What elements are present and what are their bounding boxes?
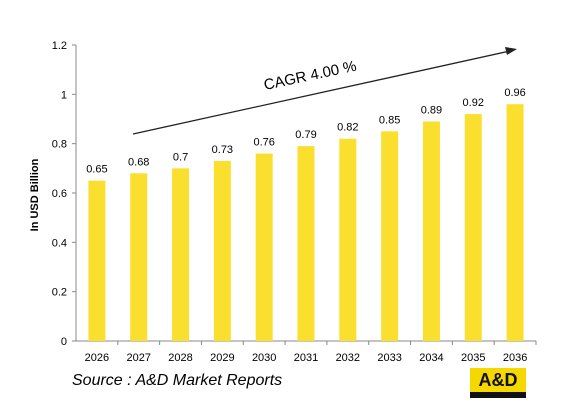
bar-2026 bbox=[88, 180, 106, 341]
bar-2034 bbox=[422, 121, 440, 341]
x-tick-label: 2026 bbox=[85, 352, 109, 364]
x-tick-label: 2027 bbox=[126, 352, 150, 364]
source-caption: Source : A&D Market Reports bbox=[72, 372, 283, 389]
data-label-2032: 0.82 bbox=[337, 122, 358, 134]
bar-2032 bbox=[339, 138, 357, 341]
data-label-2027: 0.68 bbox=[128, 156, 149, 168]
bar-2036 bbox=[506, 104, 524, 341]
y-axis: 0 0.2 0.4 0.6 0.8 1 1.2 bbox=[52, 40, 77, 348]
data-label-2035: 0.92 bbox=[463, 97, 484, 109]
x-tick-label: 2036 bbox=[503, 352, 527, 364]
data-label-2034: 0.89 bbox=[421, 104, 442, 116]
bar-2029 bbox=[213, 160, 231, 341]
cagr-annotation: CAGR 4.00 % bbox=[132, 47, 517, 135]
bar-2027 bbox=[130, 173, 148, 341]
y-tick-label: 1 bbox=[61, 89, 67, 101]
y-tick-label: 0.6 bbox=[52, 188, 67, 200]
x-tick-label: 2032 bbox=[336, 352, 360, 364]
x-tick-label: 2033 bbox=[377, 352, 401, 364]
x-tick-label: 2030 bbox=[252, 352, 276, 364]
y-tick-label: 1.2 bbox=[52, 40, 67, 52]
data-label-2026: 0.65 bbox=[86, 164, 107, 176]
x-tick-label: 2035 bbox=[461, 352, 485, 364]
data-label-2029: 0.73 bbox=[212, 144, 233, 156]
cagr-arrow-head bbox=[505, 47, 517, 55]
data-label-2030: 0.76 bbox=[253, 137, 274, 149]
logo-underline bbox=[470, 392, 526, 398]
bar-2031 bbox=[297, 146, 315, 341]
cagr-arrow-line bbox=[132, 50, 511, 135]
data-labels: 0.65 0.68 0.7 0.73 0.76 0.79 0.82 0.85 0.89 0.92 0… bbox=[86, 87, 526, 175]
brand-logo: A&D bbox=[470, 368, 526, 392]
bar-2035 bbox=[464, 114, 482, 341]
bar-2030 bbox=[255, 153, 273, 341]
y-axis-title: In USD Billion bbox=[29, 158, 41, 231]
data-label-2036: 0.96 bbox=[504, 87, 525, 99]
data-label-2033: 0.85 bbox=[379, 114, 400, 126]
y-tick-label: 0.8 bbox=[52, 139, 67, 151]
y-tick-label: 0.2 bbox=[52, 287, 67, 299]
bar-2028 bbox=[172, 168, 190, 341]
y-tick-label: 0 bbox=[61, 336, 67, 348]
x-tick-label: 2028 bbox=[168, 352, 192, 364]
x-tick-label: 2034 bbox=[419, 352, 443, 364]
x-tick-label: 2031 bbox=[294, 352, 318, 364]
bars bbox=[88, 104, 524, 341]
y-tick-label: 0.4 bbox=[52, 237, 67, 249]
cagr-label: CAGR 4.00 % bbox=[262, 58, 358, 94]
bar-2033 bbox=[381, 131, 399, 341]
data-label-2028: 0.7 bbox=[173, 151, 188, 163]
data-label-2031: 0.79 bbox=[295, 129, 316, 141]
x-tick-label: 2029 bbox=[210, 352, 234, 364]
x-axis: 2026 2027 2028 2029 2030 2031 2032 2033 2034 2035… bbox=[76, 340, 537, 364]
